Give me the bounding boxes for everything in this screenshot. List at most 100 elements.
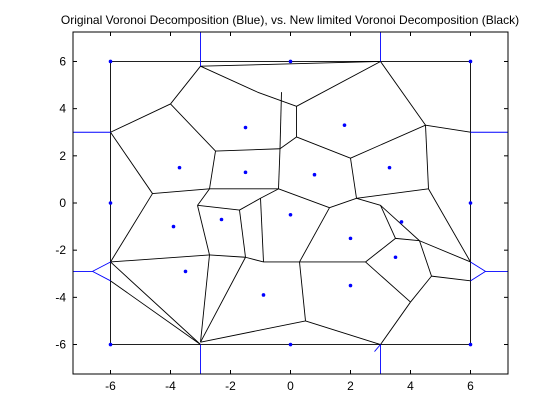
- data-point: [468, 59, 473, 64]
- x-tick-label: 2: [347, 379, 354, 393]
- data-point: [342, 123, 347, 127]
- limited-voronoi-edge: [110, 131, 153, 194]
- data-point: [348, 283, 353, 288]
- limited-voronoi-edge: [365, 238, 396, 263]
- limited-voronoi-edge: [278, 148, 281, 189]
- limited-voronoi-edge: [350, 124, 426, 159]
- limited-voronoi-edge: [200, 65, 258, 93]
- limited-voronoi-edge: [395, 237, 420, 242]
- limited-voronoi-edge: [296, 61, 381, 107]
- limited-voronoi-edge: [197, 205, 210, 255]
- data-point: [108, 201, 113, 205]
- limited-voronoi-edge: [299, 261, 306, 321]
- limited-voronoi-edge: [431, 275, 471, 282]
- data-point: [177, 165, 182, 170]
- data-point: [183, 269, 188, 274]
- limited-voronoi-edge: [239, 197, 261, 211]
- data-point: [261, 293, 266, 297]
- limited-voronoi-edge: [197, 204, 240, 211]
- data-point: [393, 255, 398, 260]
- limited-voronoi-edge: [170, 65, 201, 105]
- chart-title: Original Voronoi Decomposition (Blue), v…: [61, 13, 519, 27]
- data-point: [288, 59, 293, 64]
- limited-voronoi-edge: [278, 188, 330, 209]
- points-layer: [108, 59, 473, 347]
- y-tick-label: 6: [59, 54, 66, 68]
- data-point: [468, 201, 473, 205]
- data-point: [399, 220, 404, 224]
- y-tick-label: -4: [55, 290, 66, 304]
- limited-voronoi-edge: [215, 148, 281, 152]
- limited-voronoi-edge: [425, 124, 471, 133]
- original-voronoi-edge: [92, 271, 111, 282]
- original-voronoi-edge: [470, 261, 486, 272]
- data-point: [108, 342, 113, 347]
- limited-voronoi-edge: [305, 320, 381, 345]
- limited-voronoi-edge: [279, 136, 297, 150]
- x-tick-label: -4: [165, 379, 176, 393]
- limited-voronoi-edge: [365, 261, 411, 303]
- data-point: [243, 125, 248, 130]
- y-tick-label: 2: [59, 149, 66, 163]
- data-point: [288, 212, 293, 217]
- limited-voronoi-edge: [245, 256, 264, 263]
- axes-frame: [72, 31, 509, 375]
- y-tick-label: -6: [55, 338, 66, 352]
- data-point: [468, 342, 473, 347]
- limited-voronoi-edge: [296, 136, 351, 159]
- limited-voronoi-edge: [410, 275, 432, 303]
- data-point: [312, 172, 317, 177]
- original-voronoi-edge: [374, 344, 381, 352]
- limited-voronoi-edge: [200, 320, 306, 343]
- limited-voronoi-edge: [170, 103, 216, 152]
- limited-voronoi-edge: [110, 261, 201, 345]
- limited-voronoi-layer: [110, 61, 471, 345]
- limited-voronoi-edge: [350, 158, 357, 199]
- limited-voronoi-edge: [239, 210, 246, 258]
- limited-voronoi-edge: [380, 205, 420, 242]
- limited-voronoi-edge: [428, 188, 471, 263]
- x-tick-label: 6: [467, 379, 474, 393]
- limited-voronoi-edge: [110, 254, 210, 263]
- limited-voronoi-edge: [257, 91, 297, 107]
- plot-area-border: [72, 31, 509, 375]
- limited-voronoi-edge: [299, 207, 330, 263]
- limited-voronoi-edge: [200, 61, 381, 67]
- limited-voronoi-edge: [110, 280, 201, 345]
- y-tick-label: 4: [59, 102, 66, 116]
- limited-voronoi-edge: [200, 257, 246, 343]
- limited-voronoi-edge: [260, 198, 264, 262]
- limited-voronoi-edge: [152, 188, 210, 195]
- limited-voronoi-edge: [209, 151, 216, 189]
- data-point: [108, 59, 113, 64]
- x-tick-label: 0: [287, 379, 294, 393]
- limited-voronoi-edge: [356, 188, 429, 199]
- y-tick-label: -2: [55, 243, 66, 257]
- limited-voronoi-edge: [380, 205, 396, 239]
- axis-ticks: -6 -4 -2 0 2 4 6 -6 -4 -2 0 2 4 6: [55, 32, 508, 393]
- limited-voronoi-edge: [380, 61, 426, 126]
- limited-voronoi-edge: [425, 125, 429, 189]
- limited-voronoi-edge: [209, 254, 246, 258]
- limited-voronoi-edge: [110, 193, 153, 263]
- limited-voronoi-edge: [419, 240, 432, 277]
- original-voronoi-edge: [92, 261, 111, 272]
- data-point: [348, 236, 353, 241]
- y-tick-label: 0: [59, 196, 66, 210]
- data-point: [288, 342, 293, 347]
- limited-voronoi-edge: [356, 197, 381, 206]
- data-point: [243, 170, 248, 175]
- limited-voronoi-edge: [260, 188, 279, 199]
- limited-voronoi-edge: [200, 254, 210, 343]
- limited-voronoi-edge: [279, 92, 282, 149]
- x-tick-label: -6: [105, 379, 116, 393]
- x-tick-label: -2: [225, 379, 236, 393]
- data-point: [219, 217, 224, 222]
- data-point: [171, 224, 176, 229]
- limited-voronoi-edge: [197, 188, 210, 206]
- limited-voronoi-edge: [380, 301, 411, 345]
- x-tick-label: 4: [407, 379, 414, 393]
- data-point: [387, 165, 392, 170]
- original-voronoi-edge: [470, 271, 486, 282]
